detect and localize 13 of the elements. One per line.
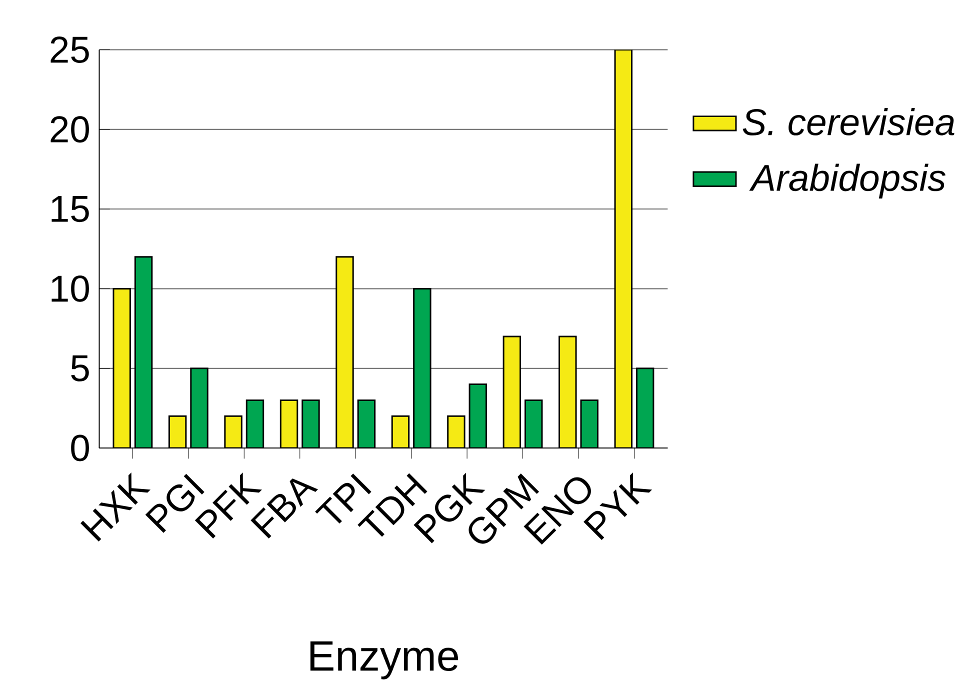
y-tick-label: 15 [52, 196, 89, 222]
y-tick-label: 5 [71, 355, 89, 382]
legend-label: Arabidopsis [749, 164, 946, 199]
bar [190, 368, 208, 448]
y-tick-label: 25 [50, 36, 89, 63]
y-tick-label: 10 [52, 275, 89, 302]
legend-label: S. cerevisiea [742, 108, 954, 136]
y-tick-label: 20 [50, 116, 89, 143]
x-axis-title: Enzyme [310, 641, 458, 680]
bar [302, 399, 320, 448]
y-tick-label: 0 [71, 434, 89, 462]
bar [413, 288, 432, 448]
bar [580, 399, 598, 448]
